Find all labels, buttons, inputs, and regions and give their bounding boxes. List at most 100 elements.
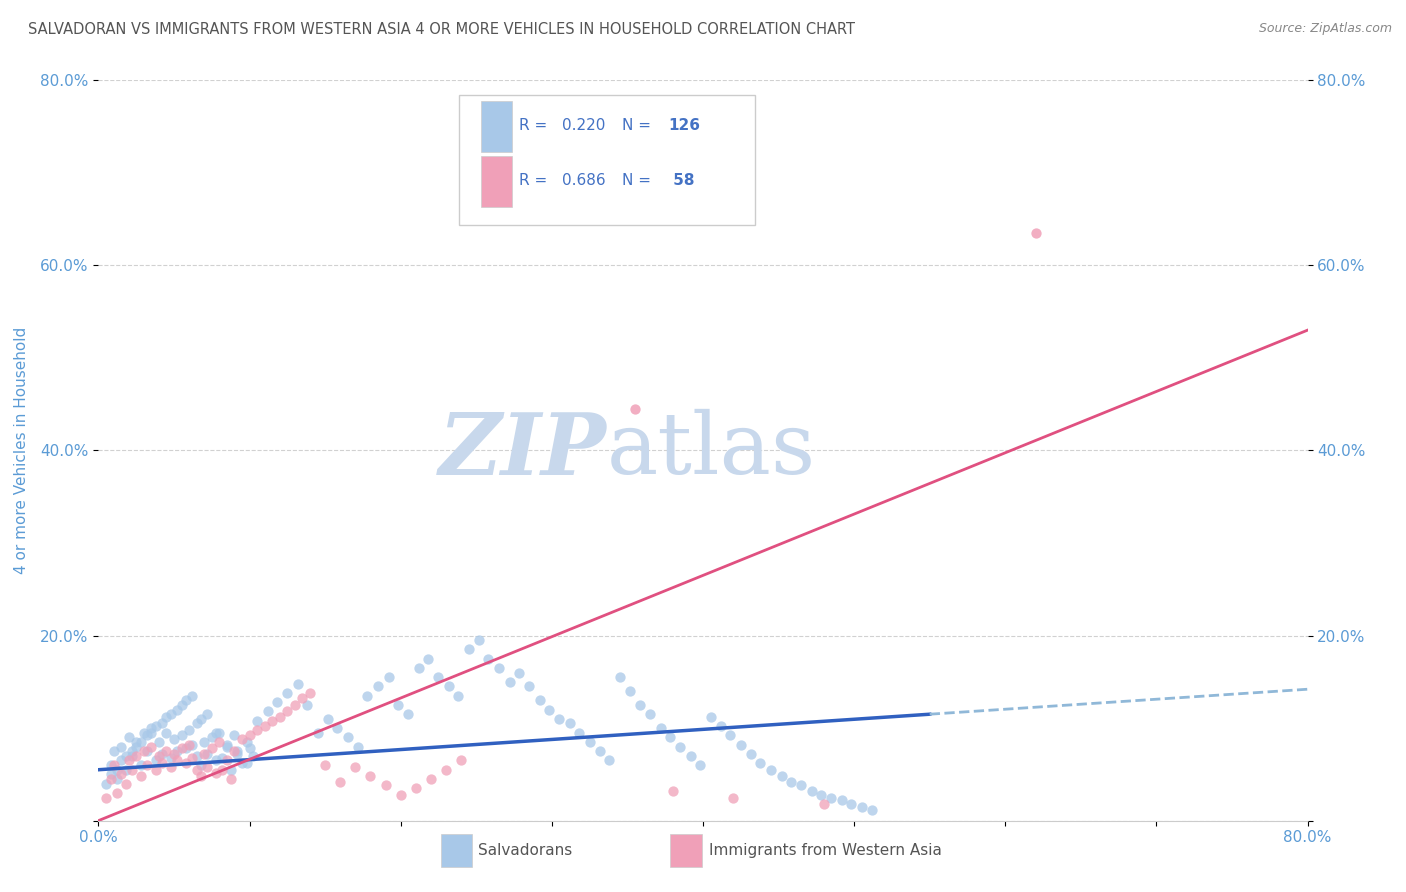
Point (679, 748, 702, 763)
Point (179, 738, 201, 752)
Point (718, 729, 741, 743)
Point (628, 698, 651, 712)
Point (242, 748, 264, 763)
Point (135, 758, 157, 772)
Point (148, 735, 170, 749)
Point (118, 754, 141, 768)
Point (129, 758, 152, 772)
Point (129, 735, 152, 749)
Text: 0.686: 0.686 (561, 173, 605, 188)
Point (374, 779, 396, 793)
Text: Source: ZipAtlas.com: Source: ZipAtlas.com (1258, 22, 1392, 36)
Point (740, 747, 762, 761)
Point (170, 741, 193, 756)
Point (181, 689, 204, 703)
Point (118, 731, 141, 745)
Point (624, 401, 647, 416)
Point (839, 797, 862, 811)
FancyBboxPatch shape (481, 156, 512, 207)
Point (498, 674, 520, 689)
Point (174, 741, 197, 756)
Point (125, 748, 148, 763)
FancyBboxPatch shape (481, 101, 512, 152)
Point (619, 684, 641, 698)
Point (299, 686, 322, 700)
Point (121, 763, 143, 777)
Point (831, 793, 853, 807)
Point (141, 725, 163, 739)
Point (658, 731, 681, 745)
Point (132, 725, 155, 739)
Point (468, 633, 491, 648)
Point (235, 735, 257, 749)
Point (790, 779, 813, 793)
Point (434, 763, 457, 777)
Point (408, 661, 430, 675)
Point (329, 774, 352, 789)
Point (190, 769, 212, 783)
Point (205, 765, 228, 780)
Text: ZIP: ZIP (439, 409, 606, 492)
Point (307, 725, 329, 739)
Point (174, 756, 197, 771)
Point (450, 754, 472, 768)
Point (190, 758, 212, 772)
Text: N =: N = (621, 119, 655, 133)
Point (201, 731, 224, 745)
Point (235, 756, 257, 771)
Point (221, 763, 243, 777)
Point (215, 738, 238, 752)
Point (276, 686, 298, 700)
Point (195, 747, 218, 761)
Point (163, 732, 186, 747)
Point (135, 729, 157, 743)
Point (360, 769, 382, 783)
Point (166, 703, 188, 717)
Point (166, 754, 188, 768)
Point (810, 788, 832, 802)
Point (193, 735, 215, 749)
Point (105, 772, 128, 786)
FancyBboxPatch shape (458, 95, 755, 225)
Point (508, 665, 530, 680)
FancyBboxPatch shape (440, 834, 472, 866)
Point (779, 774, 801, 789)
Point (609, 670, 631, 684)
Point (100, 772, 122, 786)
Point (529, 693, 551, 707)
Point (314, 758, 336, 772)
Point (205, 725, 228, 739)
Point (205, 754, 228, 768)
Point (100, 758, 122, 772)
Point (770, 769, 793, 783)
Point (110, 754, 132, 768)
Text: 58: 58 (668, 173, 695, 188)
Point (166, 744, 188, 758)
Point (344, 760, 367, 774)
Point (141, 721, 163, 735)
Point (287, 676, 309, 690)
Text: Immigrants from Western Asia: Immigrants from Western Asia (709, 843, 942, 858)
Point (276, 705, 298, 719)
Point (367, 680, 389, 694)
Point (266, 695, 288, 709)
Text: Salvadorans: Salvadorans (478, 843, 572, 858)
Point (326, 721, 349, 735)
Point (181, 738, 204, 752)
Point (215, 754, 238, 768)
Point (387, 698, 409, 712)
Point (135, 744, 157, 758)
Point (208, 735, 231, 749)
Point (537, 703, 560, 717)
Point (256, 705, 278, 719)
Point (150, 756, 173, 771)
Point (211, 763, 233, 777)
Point (125, 739, 148, 754)
Point (347, 739, 370, 754)
Point (226, 744, 249, 758)
Point (699, 710, 721, 724)
Point (145, 719, 167, 733)
Point (215, 739, 238, 754)
Point (114, 748, 136, 763)
FancyBboxPatch shape (671, 834, 702, 866)
